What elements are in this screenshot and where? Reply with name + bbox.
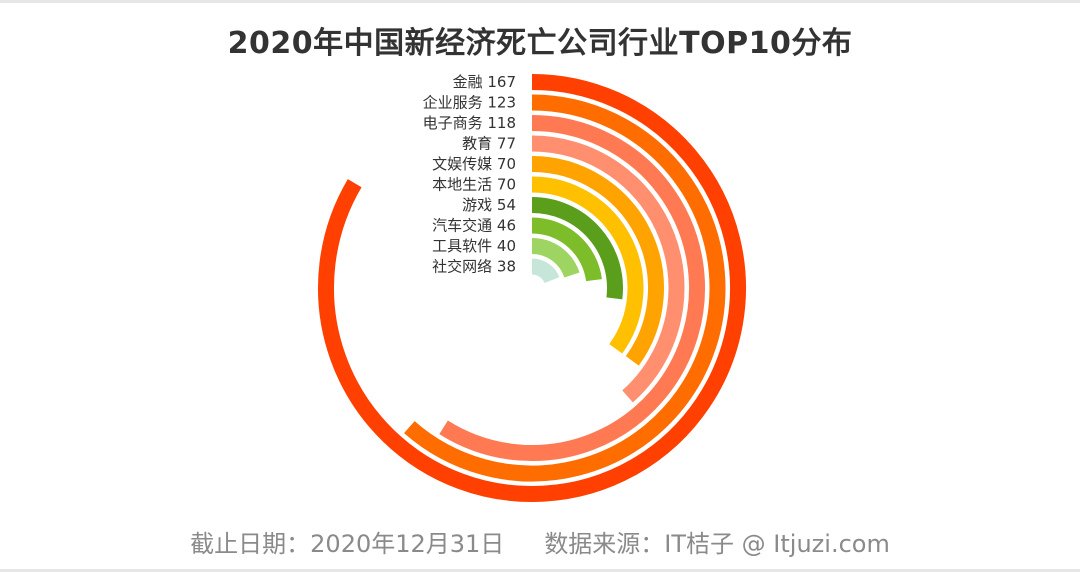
category-label-7: 游戏 54 xyxy=(462,196,516,214)
category-labels: 金融 167 企业服务 123 电子商务 118 教育 77 文娱传媒 70 本地生活 7… xyxy=(423,73,516,276)
radial-bars xyxy=(318,74,746,502)
footer-date: 截止日期：2020年12月31日 xyxy=(190,530,505,558)
radial-bar-10 xyxy=(531,258,560,284)
chart-title: 2020年中国新经济死亡公司行业TOP10分布 xyxy=(227,26,853,61)
category-label-10: 社交网络 38 xyxy=(432,258,516,276)
radial-bar-3 xyxy=(439,115,705,461)
radial-bar-4 xyxy=(531,135,685,403)
radial-bar-8 xyxy=(531,217,602,282)
footer-source: 数据来源：IT桔子 @ Itjuzi.com xyxy=(544,530,890,558)
category-label-8: 汽车交通 46 xyxy=(432,217,516,235)
radial-bar-1 xyxy=(318,74,746,502)
radial-bar-9 xyxy=(531,238,580,278)
radial-bar-7 xyxy=(531,197,623,300)
radial-bar-2 xyxy=(404,94,726,482)
category-label-6: 本地生活 70 xyxy=(432,176,516,194)
category-label-9: 工具软件 40 xyxy=(432,237,516,255)
radial-bar-5 xyxy=(531,156,664,366)
category-label-2: 企业服务 123 xyxy=(423,94,516,112)
category-label-5: 文娱传媒 70 xyxy=(432,155,516,173)
footer: 截止日期：2020年12月31日 数据来源：IT桔子 @ Itjuzi.com xyxy=(0,524,1080,559)
category-label-3: 电子商务 118 xyxy=(423,114,516,132)
category-label-1: 金融 167 xyxy=(453,73,516,91)
radial-bar-6 xyxy=(531,176,644,354)
category-label-4: 教育 77 xyxy=(462,135,516,153)
